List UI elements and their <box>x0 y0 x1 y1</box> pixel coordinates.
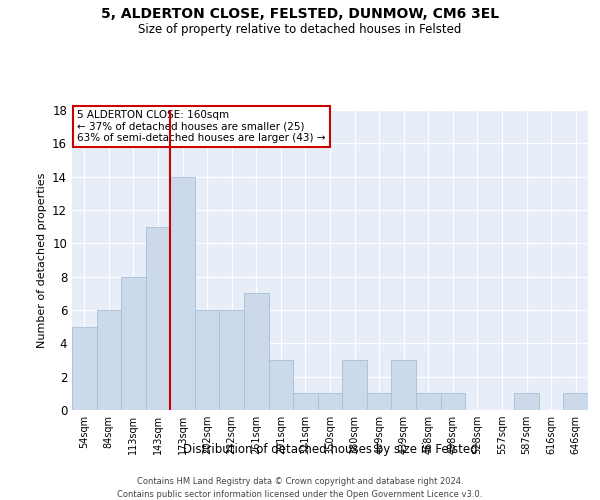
Bar <box>170 176 195 410</box>
Text: 5, ALDERTON CLOSE, FELSTED, DUNMOW, CM6 3EL: 5, ALDERTON CLOSE, FELSTED, DUNMOW, CM6 … <box>101 8 499 22</box>
Bar <box>318 394 342 410</box>
Bar <box>195 310 220 410</box>
Bar <box>563 394 588 410</box>
Bar <box>269 360 293 410</box>
Bar <box>440 394 465 410</box>
Bar <box>72 326 97 410</box>
Text: Contains public sector information licensed under the Open Government Licence v3: Contains public sector information licen… <box>118 490 482 499</box>
Y-axis label: Number of detached properties: Number of detached properties <box>37 172 47 348</box>
Bar <box>367 394 391 410</box>
Bar <box>391 360 416 410</box>
Text: Size of property relative to detached houses in Felsted: Size of property relative to detached ho… <box>139 22 461 36</box>
Bar <box>97 310 121 410</box>
Bar <box>342 360 367 410</box>
Bar <box>416 394 440 410</box>
Bar <box>293 394 318 410</box>
Bar <box>514 394 539 410</box>
Bar <box>244 294 269 410</box>
Text: Distribution of detached houses by size in Felsted: Distribution of detached houses by size … <box>182 442 478 456</box>
Bar <box>121 276 146 410</box>
Text: Contains HM Land Registry data © Crown copyright and database right 2024.: Contains HM Land Registry data © Crown c… <box>137 478 463 486</box>
Bar <box>220 310 244 410</box>
Text: 5 ALDERTON CLOSE: 160sqm
← 37% of detached houses are smaller (25)
63% of semi-d: 5 ALDERTON CLOSE: 160sqm ← 37% of detach… <box>77 110 326 143</box>
Bar <box>146 226 170 410</box>
